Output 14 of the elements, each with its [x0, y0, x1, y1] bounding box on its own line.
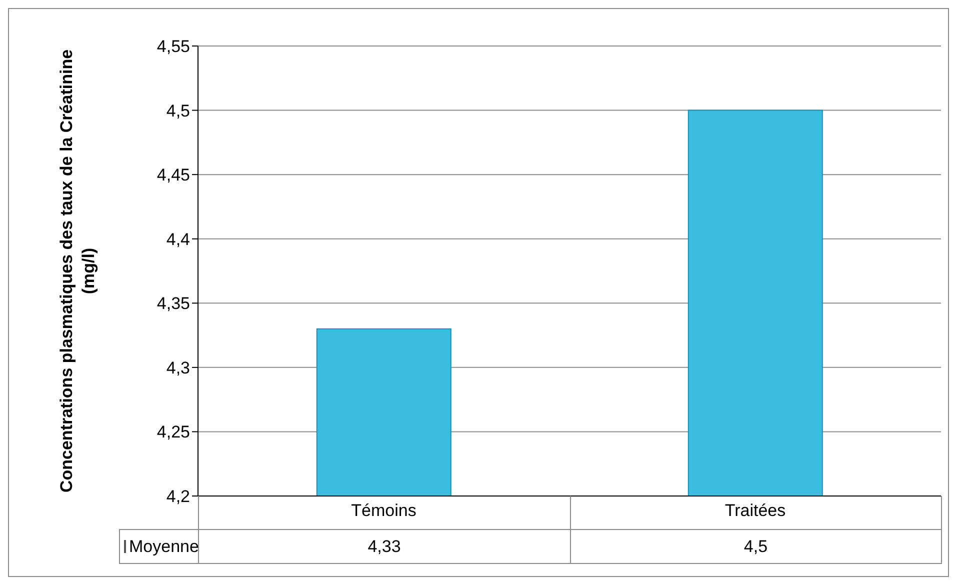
y-tick-label: 4,45: [156, 166, 190, 185]
y-tick-label: 4,3: [166, 358, 190, 378]
legend-label: Moyenne: [129, 536, 199, 556]
y-tick-label: 4,2: [166, 487, 190, 506]
y-tick-label: 4,4: [166, 230, 190, 249]
y-tick-label: 4,55: [156, 37, 190, 56]
y-tick-label: 4,25: [156, 422, 190, 442]
x-tick-label: Témoins: [351, 501, 416, 520]
y-tick-label: 4,35: [156, 294, 190, 314]
data-label: 4,33: [198, 529, 570, 564]
x-tick-label: Traitées: [724, 501, 786, 520]
y-axis-title: Concentrations plasmatiques des taux de la Créatinine (mg/l): [56, 48, 99, 495]
y-tick-label: 4,5: [166, 101, 190, 120]
data-label: 4,5: [570, 529, 942, 564]
